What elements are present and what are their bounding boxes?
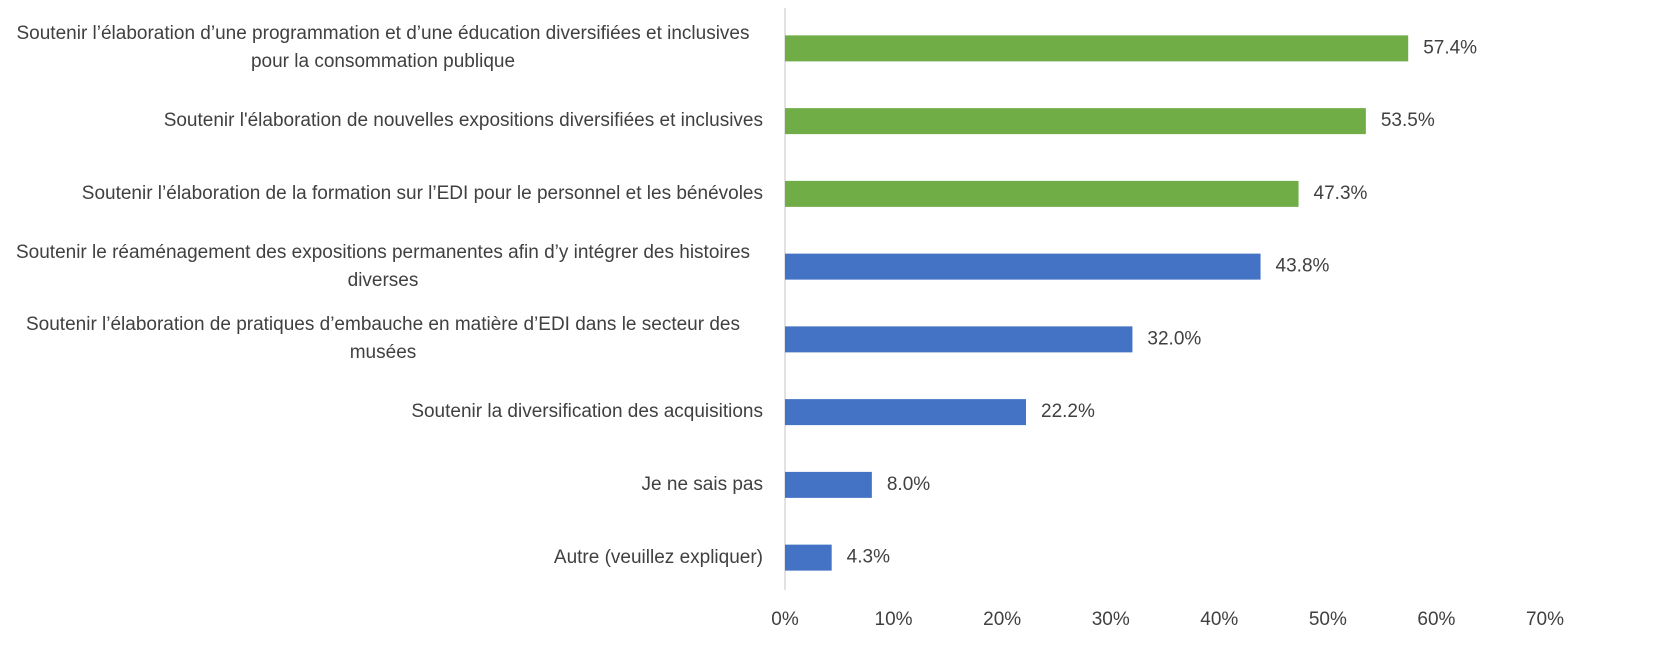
- bar: [785, 544, 832, 571]
- category-text: Soutenir l’élaboration d’une programmati…: [16, 23, 750, 73]
- category-label: Soutenir le réaménagement des exposition…: [3, 239, 763, 295]
- x-tick-label: 10%: [875, 609, 913, 630]
- category-label: Soutenir la diversification des acquisit…: [3, 398, 763, 426]
- value-label: 32.0%: [1147, 328, 1201, 349]
- bar: [785, 399, 1027, 426]
- bar: [785, 471, 872, 498]
- category-label: Je ne sais pas: [3, 471, 763, 499]
- x-tick-label: 0%: [771, 609, 799, 630]
- category-label: Soutenir l’élaboration d’une programmati…: [3, 20, 763, 76]
- category-text: Soutenir la diversification des acquisit…: [411, 401, 763, 423]
- x-tick-label: 60%: [1417, 609, 1455, 630]
- category-label: Soutenir l’élaboration de la formation s…: [3, 180, 763, 208]
- x-tick-label: 40%: [1200, 609, 1238, 630]
- bar: [785, 180, 1299, 207]
- bar: [785, 253, 1261, 280]
- value-label: 22.2%: [1041, 401, 1095, 422]
- value-label: 47.3%: [1314, 183, 1368, 204]
- category-text: Soutenir l'élaboration de nouvelles expo…: [163, 110, 763, 132]
- category-label: Autre (veuillez expliquer): [3, 544, 763, 572]
- value-label: 43.8%: [1276, 256, 1330, 277]
- x-tick-label: 70%: [1526, 609, 1564, 630]
- bar: [785, 326, 1133, 353]
- value-label: 57.4%: [1423, 37, 1477, 58]
- category-label: Soutenir l’élaboration de pratiques d’em…: [3, 311, 763, 367]
- value-label: 4.3%: [847, 547, 890, 568]
- category-text: Soutenir l’élaboration de pratiques d’em…: [26, 314, 740, 364]
- category-text: Je ne sais pas: [641, 473, 763, 495]
- category-label: Soutenir l'élaboration de nouvelles expo…: [3, 107, 763, 135]
- x-tick-label: 50%: [1309, 609, 1347, 630]
- value-label: 53.5%: [1381, 110, 1435, 131]
- x-tick-label: 30%: [1092, 609, 1130, 630]
- category-text: Soutenir le réaménagement des exposition…: [15, 241, 751, 291]
- x-tick-label: 20%: [983, 609, 1021, 630]
- bar: [785, 108, 1366, 135]
- category-text: Autre (veuillez expliquer): [553, 546, 763, 568]
- category-text: Soutenir l’élaboration de la formation s…: [81, 182, 763, 204]
- value-label: 8.0%: [887, 474, 930, 495]
- bar: [785, 35, 1409, 62]
